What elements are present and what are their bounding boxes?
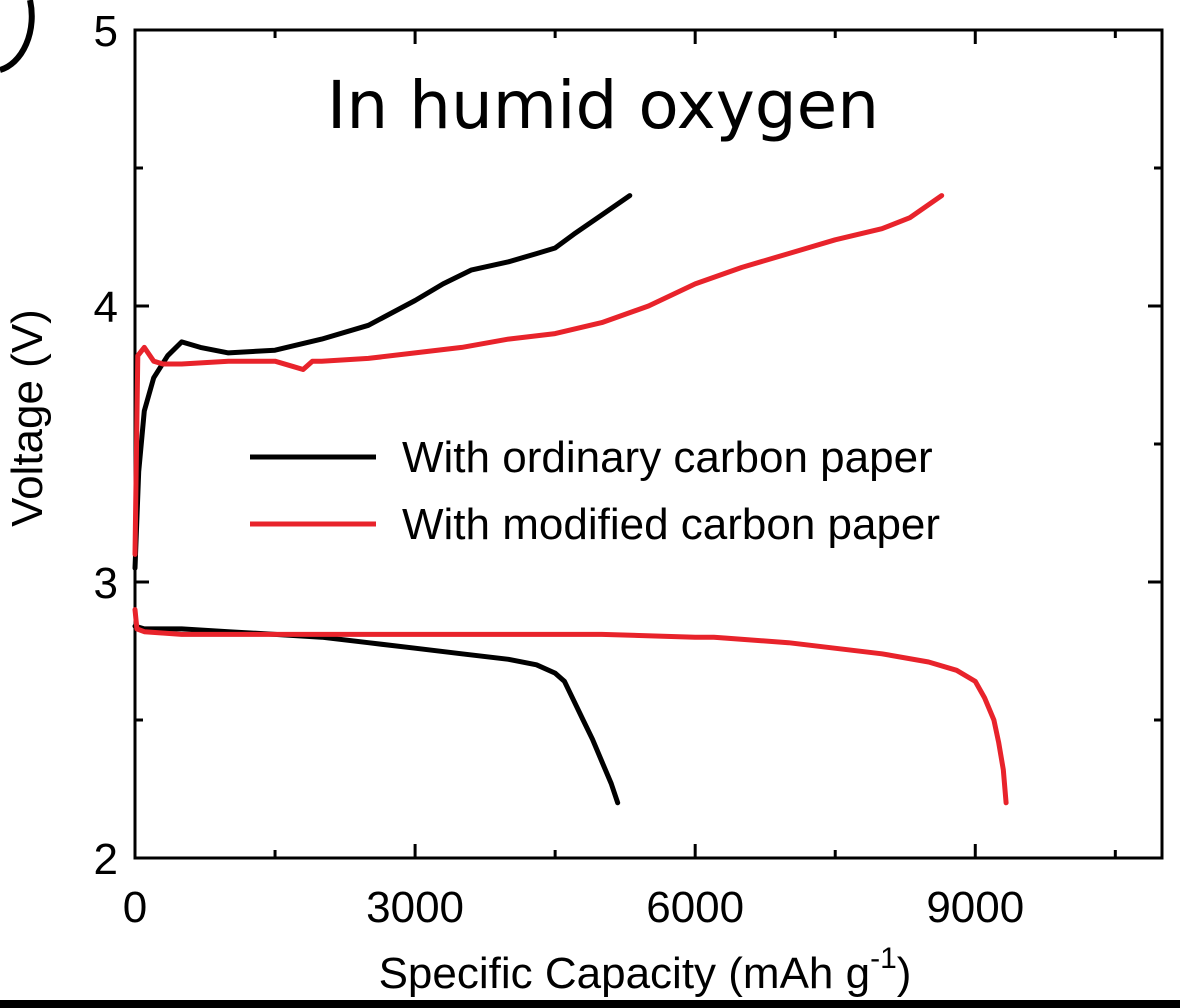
x-tick-label: 6000 [646, 883, 744, 932]
legend-label-ordinary: With ordinary carbon paper [402, 433, 933, 482]
series-modified-discharge-line [132, 607, 1009, 806]
y-tick-label: 2 [94, 835, 118, 884]
x-axis-title-close: ) [897, 949, 912, 998]
y-tick-label: 5 [94, 7, 118, 56]
series-ordinary-charge-line [132, 193, 633, 571]
x-axis-title: Specific Capacity (mAh g-1) [379, 942, 912, 998]
panel-label-circle-fragment [0, 0, 35, 73]
bottom-rule [0, 1000, 1180, 1008]
x-tick-label: 9000 [926, 883, 1024, 932]
series-layer [132, 193, 1009, 806]
x-tick-label: 3000 [366, 883, 464, 932]
x-tick-label: 0 [123, 883, 147, 932]
series-modified-charge-line [132, 193, 945, 557]
y-tick-label: 3 [94, 559, 118, 608]
y-axis-title: Voltage (V) [3, 309, 52, 527]
legend-label-modified: With modified carbon paper [402, 500, 940, 549]
x-axis-title-superscript: -1 [870, 942, 897, 975]
x-axis-title-main: Specific Capacity (mAh g [379, 949, 871, 998]
legend: With ordinary carbon paper With modified… [250, 433, 940, 549]
series-ordinary-discharge-line [132, 623, 621, 806]
y-tick-label: 4 [94, 283, 118, 332]
chart-annotation: In humid oxygen [327, 67, 879, 144]
axes: 0 3000 6000 9000 2 3 4 5 [94, 7, 1162, 932]
